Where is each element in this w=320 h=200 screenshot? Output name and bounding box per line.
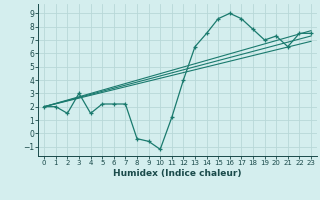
X-axis label: Humidex (Indice chaleur): Humidex (Indice chaleur) <box>113 169 242 178</box>
